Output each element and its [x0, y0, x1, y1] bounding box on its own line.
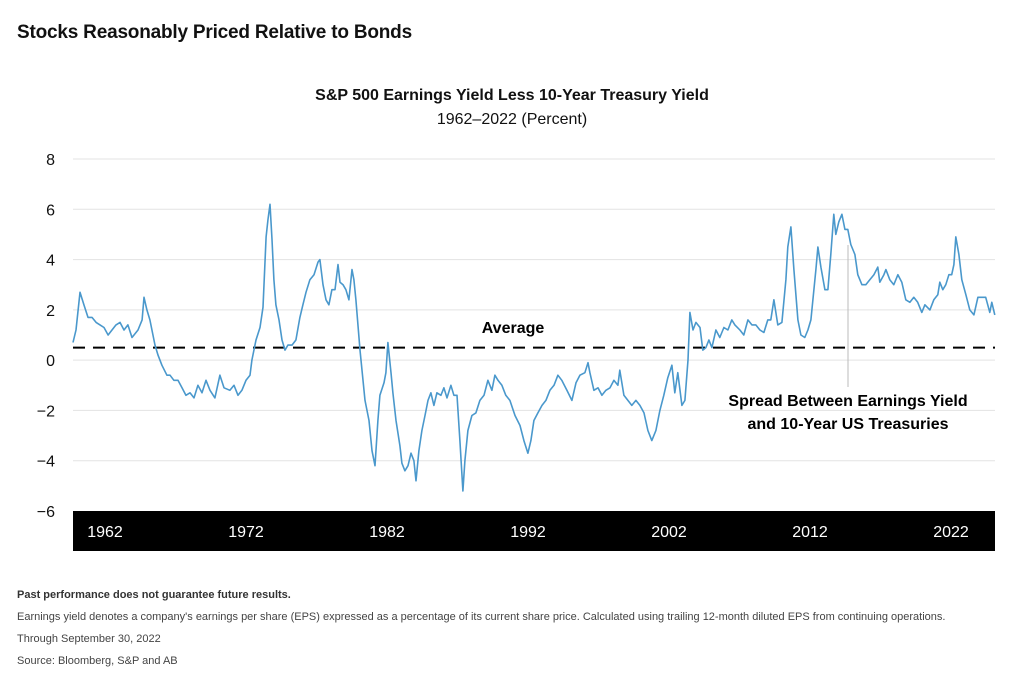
y-tick-label: 4 [46, 253, 55, 270]
through-date: Through September 30, 2022 [17, 633, 161, 645]
x-tick-label: 1972 [228, 524, 264, 541]
series-line [72, 203, 996, 492]
x-tick-label: 2012 [792, 524, 828, 541]
y-tick-label: 2 [46, 303, 55, 320]
y-tick-label: 8 [46, 152, 55, 169]
disclaimer: Past performance does not guarantee futu… [17, 589, 291, 601]
x-tick-label: 1982 [369, 524, 405, 541]
chart-subtitle: 1962–2022 (Percent) [436, 111, 588, 128]
x-tick-label: 1962 [87, 524, 123, 541]
x-tick-label: 1992 [510, 524, 546, 541]
y-tick-label: 6 [46, 202, 55, 219]
page-title: Stocks Reasonably Priced Relative to Bon… [17, 22, 412, 43]
x-axis-band [73, 511, 995, 551]
y-tick-label: −4 [37, 454, 55, 471]
series-annotation-line-2: and 10-Year US Treasuries [748, 416, 949, 433]
y-tick-label: −2 [37, 403, 55, 420]
definition-note: Earnings yield denotes a company's earni… [17, 611, 946, 623]
average-label: Average [482, 320, 545, 337]
series-annotation-line-1: Spread Between Earnings Yield [728, 393, 967, 410]
x-tick-label: 2002 [651, 524, 687, 541]
y-tick-label: 0 [46, 353, 55, 370]
x-tick-label: 2022 [933, 524, 969, 541]
chart-title: S&P 500 Earnings Yield Less 10-Year Trea… [315, 87, 709, 104]
source-note: Source: Bloomberg, S&P and AB [17, 655, 178, 667]
y-tick-label: −6 [37, 504, 55, 521]
